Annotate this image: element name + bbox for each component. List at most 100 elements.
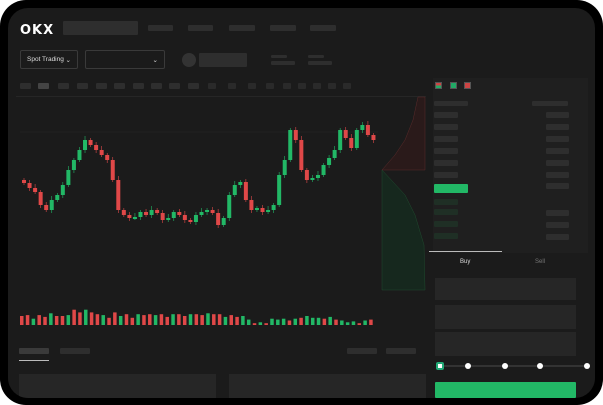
candle — [105, 155, 110, 160]
candle — [371, 135, 376, 140]
tab-open-orders[interactable] — [19, 348, 49, 354]
price-input[interactable] — [435, 278, 576, 300]
candle — [144, 212, 149, 215]
candle — [315, 175, 320, 178]
coin-icon — [182, 53, 196, 67]
volume-bar — [206, 313, 210, 325]
chart-tool-icon[interactable] — [228, 83, 236, 89]
candle — [71, 160, 76, 170]
candle — [22, 180, 26, 183]
timeframe-button[interactable] — [20, 83, 31, 89]
slider-step-75[interactable] — [537, 363, 543, 369]
volume-bar — [328, 316, 332, 325]
orderbook-view-both-icon[interactable] — [435, 82, 442, 89]
volume-bar — [287, 320, 292, 325]
ask-price — [434, 136, 458, 142]
market-selector[interactable]: Spot Trading ⌄ — [20, 50, 78, 69]
amount-input[interactable] — [435, 305, 576, 329]
nav-item[interactable] — [270, 25, 296, 31]
total-input[interactable] — [435, 332, 576, 356]
volume-bar — [142, 315, 146, 325]
candle — [182, 215, 187, 220]
candle — [260, 208, 265, 212]
slider-step-25[interactable] — [465, 363, 471, 369]
chart-tool-icon[interactable] — [298, 83, 306, 89]
volume-bar — [66, 315, 71, 325]
volume-bar — [264, 323, 268, 325]
orders-card — [19, 374, 216, 398]
price-display — [199, 53, 247, 67]
candle — [238, 182, 243, 185]
timeframe-button[interactable] — [151, 83, 162, 89]
chart-tool-icon[interactable] — [248, 83, 256, 89]
chart-tool-icon[interactable] — [208, 83, 216, 89]
chart-tool-icon[interactable] — [266, 83, 274, 89]
orderbook-view-asks-icon[interactable] — [464, 82, 471, 89]
volume-bar — [124, 314, 129, 325]
timeframe-button[interactable] — [96, 83, 107, 89]
timeframe-button[interactable] — [38, 83, 49, 89]
candle — [149, 210, 154, 215]
candle — [188, 220, 193, 222]
volume-bar — [78, 312, 82, 325]
filter-button[interactable] — [386, 348, 416, 354]
nav-item[interactable] — [310, 25, 336, 31]
candle — [227, 195, 232, 218]
volume-bar — [60, 316, 65, 325]
chart-tool-icon[interactable] — [283, 83, 291, 89]
timeframe-button[interactable] — [169, 83, 180, 89]
chart-tool-icon[interactable] — [313, 83, 321, 89]
depth-bids-area — [381, 169, 426, 291]
pair-selector[interactable]: ⌄ — [85, 50, 165, 69]
volume-bar — [153, 315, 158, 325]
tab-order-history[interactable] — [60, 348, 90, 354]
candle — [77, 150, 82, 160]
chart-tool-icon[interactable] — [328, 83, 336, 89]
volume-bar — [171, 314, 175, 325]
candle — [365, 125, 370, 135]
slider-step-50[interactable] — [502, 363, 508, 369]
volume-bar — [229, 315, 233, 325]
candle — [94, 145, 99, 150]
timeframe-button[interactable] — [77, 83, 88, 89]
volume-bar — [281, 318, 286, 325]
timeframe-button[interactable] — [133, 83, 144, 89]
volume-bar — [72, 309, 76, 325]
search-bar[interactable] — [63, 21, 138, 35]
candle — [293, 130, 298, 140]
filter-button[interactable] — [347, 348, 377, 354]
candle — [254, 208, 259, 210]
orderbook-view-bids-icon[interactable] — [450, 82, 457, 89]
volume-bar — [345, 322, 350, 325]
candle — [282, 160, 287, 175]
tab-buy[interactable]: Buy — [460, 259, 471, 265]
tab-sell[interactable]: Sell — [535, 259, 546, 265]
volume-bar — [31, 318, 36, 325]
nav-item[interactable] — [148, 25, 173, 31]
chart-tool-icon[interactable] — [343, 83, 351, 89]
slider-step-100[interactable] — [584, 363, 590, 369]
amount-slider-track[interactable] — [440, 365, 588, 367]
buy-submit-button[interactable] — [435, 382, 576, 398]
ask-amount — [546, 112, 569, 118]
candle — [277, 175, 282, 205]
nav-item[interactable] — [229, 25, 255, 31]
nav-item[interactable] — [188, 25, 213, 31]
volume-bar — [212, 314, 216, 325]
orderbook-header — [532, 101, 568, 106]
candle — [83, 140, 88, 150]
last-price — [434, 184, 468, 193]
volume-bar — [118, 316, 123, 325]
timeframe-button[interactable] — [114, 83, 125, 89]
slider-handle[interactable] — [436, 362, 444, 370]
timeframe-button[interactable] — [188, 83, 199, 89]
timeframe-button[interactable] — [58, 83, 69, 89]
volume-bar — [182, 316, 187, 325]
volume-bar — [305, 316, 309, 325]
ask-price — [434, 148, 458, 154]
candle — [110, 160, 115, 180]
volume-bar — [217, 314, 222, 325]
volume-bar — [351, 321, 356, 325]
candle — [132, 217, 137, 219]
